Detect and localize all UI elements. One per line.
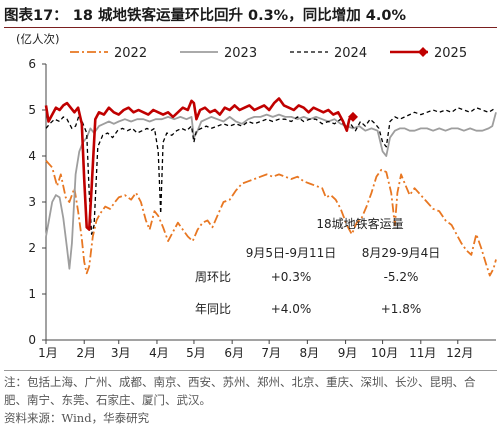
annotation-row-label: 周环比	[195, 270, 231, 284]
y-axis: 0 1 2 3 4 5 6	[28, 57, 47, 347]
y-tick-label: 5	[28, 103, 36, 117]
title-divider	[4, 27, 497, 28]
x-tick-label: 3月	[111, 346, 131, 360]
x-tick-label: 5月	[186, 346, 206, 360]
series-line-2022	[45, 159, 497, 277]
x-axis: 1月 2月 3月 4月 5月 6月 7月 8月 9月 10月 11月 12月	[38, 339, 496, 360]
annotation-col-header: 8月29-9月4日	[362, 246, 441, 260]
x-tick-label: 4月	[149, 346, 169, 360]
annotation-row-label: 年同比	[195, 302, 231, 316]
footnote: 注：包括上海、广州、成都、南京、西安、苏州、郑州、北京、重庆、深圳、长沙、昆明、…	[4, 375, 476, 407]
x-tick-label: 6月	[224, 346, 244, 360]
legend-label-2025: 2025	[434, 46, 467, 61]
chart-title: 图表17： 18 城地铁客运量环比回升 0.3%，同比增加 4.0%	[4, 8, 406, 24]
legend: 2022 2023 2024 2025	[70, 46, 467, 61]
y-tick-label: 3	[28, 195, 36, 209]
y-tick-label: 1	[28, 287, 36, 301]
legend-label-2024: 2024	[334, 46, 367, 61]
annotation-title: 18城地铁客运量	[316, 216, 403, 231]
y-tick-label: 6	[28, 57, 36, 71]
y-tick-label: 2	[28, 241, 36, 255]
source-note: 资料来源：Wind，华泰研究	[4, 411, 150, 425]
legend-marker-2025	[418, 47, 428, 57]
legend-label-2023: 2023	[224, 46, 257, 61]
x-tick-label: 2月	[76, 346, 96, 360]
x-tick-label: 10月	[371, 346, 398, 360]
x-tick-label: 1月	[38, 346, 58, 360]
annotation-value: +1.8%	[381, 302, 422, 316]
y-tick-label: 0	[28, 333, 36, 347]
line-chart: (亿人次) 0 1 2 3 4 5 6 1月 2月 3月 4月 5月 6月 7月 8月 9月 10月 11月 12…	[16, 32, 497, 360]
x-tick-label: 9月	[338, 346, 358, 360]
x-tick-label: 12月	[446, 346, 473, 360]
annotation-value: +4.0%	[271, 302, 312, 316]
series-lines	[44, 97, 497, 277]
legend-label-2022: 2022	[114, 46, 147, 61]
footer-divider	[4, 370, 497, 371]
y-axis-unit: (亿人次)	[16, 32, 59, 46]
annotation-value: -5.2%	[384, 270, 419, 284]
x-tick-label: 7月	[261, 346, 281, 360]
series-line-2025	[44, 97, 354, 231]
y-tick-label: 4	[28, 149, 36, 163]
series-line-2024	[45, 107, 497, 235]
annotation-col-header: 9月5日-9月11日	[246, 246, 337, 260]
annotation-value: +0.3%	[271, 270, 312, 284]
series-end-marker-2025	[347, 111, 358, 122]
x-tick-label: 8月	[300, 346, 320, 360]
x-tick-label: 11月	[409, 346, 436, 360]
